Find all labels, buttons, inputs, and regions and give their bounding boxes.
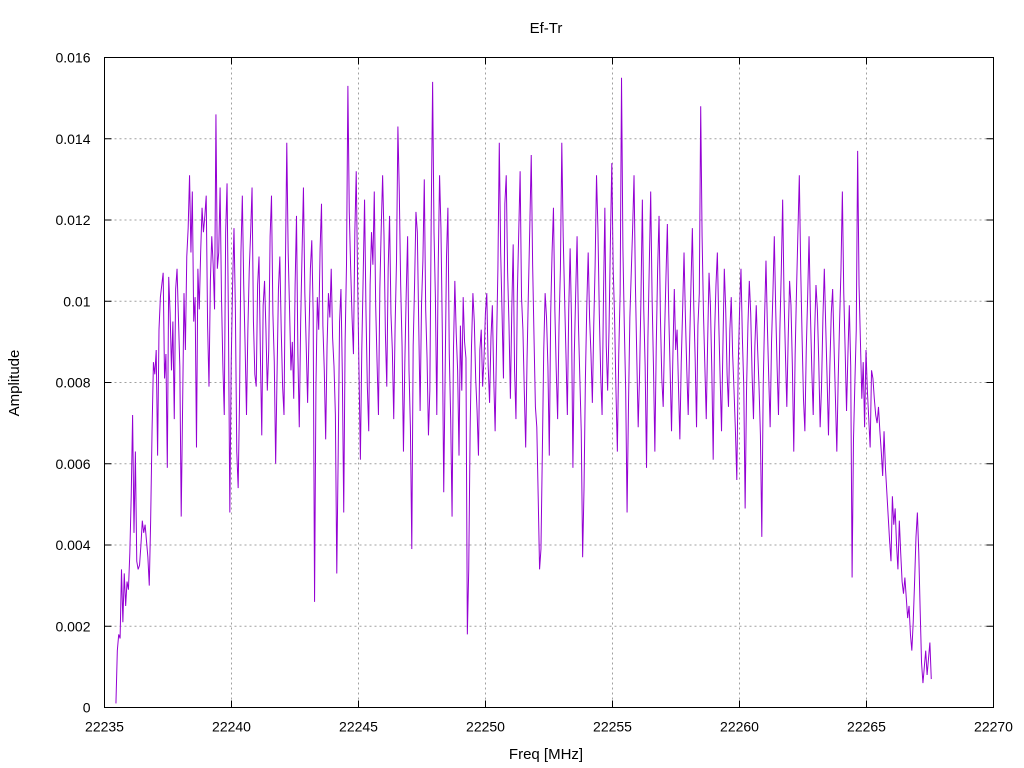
y-tick-label: 0.002: [55, 618, 90, 634]
x-tick-label: 22240: [212, 719, 251, 735]
x-tick-label: 22250: [466, 719, 505, 735]
x-tick-label: 22265: [847, 719, 886, 735]
y-tick-label: 0.006: [55, 456, 90, 472]
x-axis-label: Freq [MHz]: [509, 746, 583, 763]
x-tick-label: 22235: [85, 719, 124, 735]
y-tick-label: 0.016: [55, 50, 90, 66]
grid: [104, 57, 994, 708]
x-tick-label: 22245: [339, 719, 378, 735]
y-tick-label: 0: [83, 700, 91, 716]
y-tick-label: 0.014: [55, 131, 90, 147]
y-tick-label: 0.012: [55, 212, 90, 228]
x-tick-label: 22255: [593, 719, 632, 735]
y-tick-label: 0.004: [55, 537, 90, 553]
x-tick-label: 22270: [974, 719, 1013, 735]
plot-frame: [104, 57, 994, 708]
y-tick-label: 0.008: [55, 375, 90, 391]
x-tick-label: 22260: [720, 719, 759, 735]
y-tick-label: 0.01: [63, 293, 90, 309]
axis-ticks: 22235 22240 22245 22250 22255 22260 22265 22270…: [55, 50, 1013, 735]
series-line: [115, 77, 932, 704]
y-axis-label: Amplitude: [6, 350, 23, 417]
chart-title: Ef-Tr: [530, 20, 563, 37]
